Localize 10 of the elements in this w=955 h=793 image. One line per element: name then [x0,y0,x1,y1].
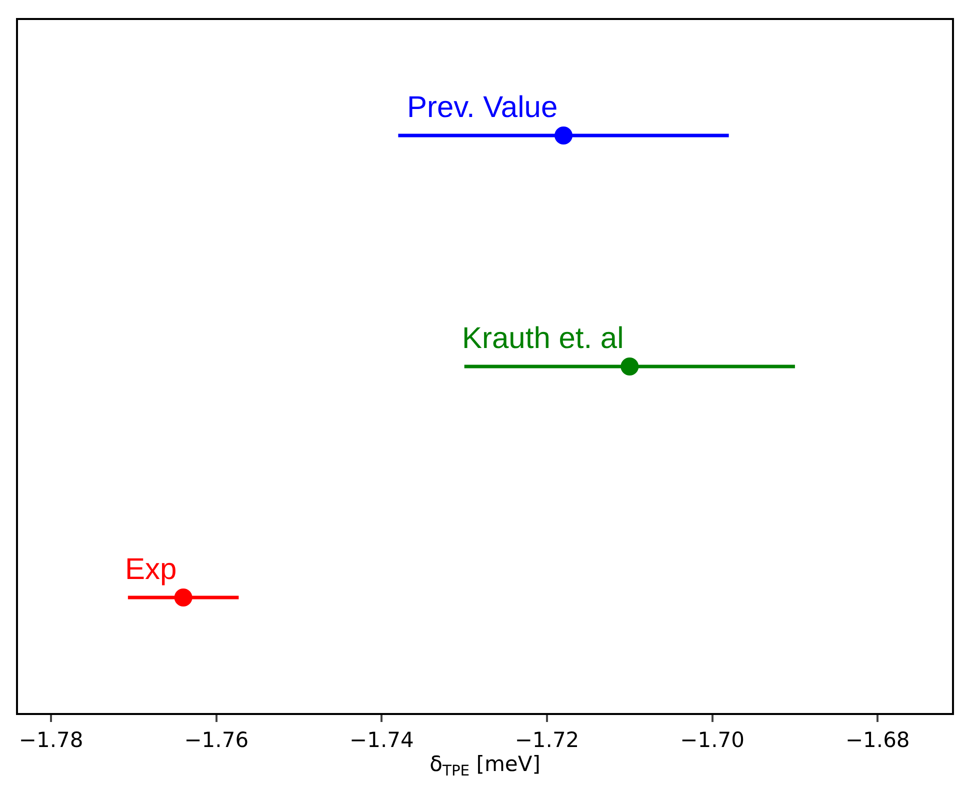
series-label: Prev. Value [407,91,558,124]
x-tick-label: −1.78 [18,728,84,752]
series-label: Krauth et. al [462,322,624,355]
x-axis-title: δ$_{TPE}$ [meV] [430,752,540,780]
x-tick-label: −1.68 [845,728,910,752]
x-tick-label: −1.72 [514,728,580,752]
series-label: Exp [125,553,177,586]
x-tick-label: −1.76 [184,728,249,752]
x-tick-label: −1.70 [680,728,744,752]
x-tick-label: −1.74 [350,728,414,752]
